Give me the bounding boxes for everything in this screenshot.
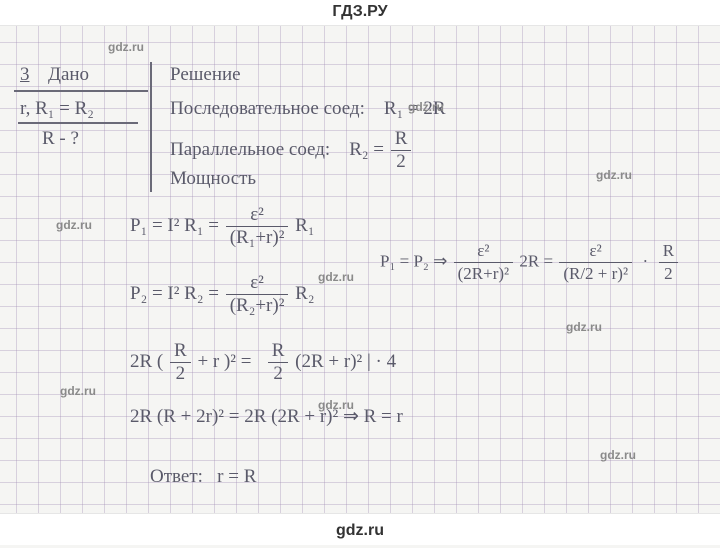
step-a: 2R ( R 2 + r )² = R 2 (2R + r)² | · 4	[130, 340, 396, 385]
solution-label: Решение	[170, 64, 241, 86]
answer-value: r = R	[217, 466, 256, 487]
p2-frac: ε² (R₂+r)²	[226, 272, 289, 317]
given-underline	[14, 90, 148, 92]
parallel-frac: R 2	[391, 128, 412, 173]
problem-number: 3	[20, 64, 30, 86]
given-label: Дано	[48, 64, 89, 86]
parallel-line: Параллельное соед: R₂ = R 2	[170, 128, 413, 173]
step-a-rhs-frac: R 2	[268, 340, 289, 385]
page-footer: gdz.ru	[0, 513, 720, 545]
p2-lhs: P₂ = I² R₂ =	[130, 283, 219, 304]
serial-text: Последовательное соед:	[170, 98, 365, 119]
cond-mid1: 2R =	[519, 251, 553, 270]
cond-frac-2: ε² (R/2 + r)²	[559, 240, 632, 285]
step-b: 2R (R + 2r)² = 2R (2R + r)² ⇒ R = r	[130, 406, 403, 428]
given-line-1: r, R₁ = R₂	[20, 98, 94, 120]
p2-tail: R₂	[295, 283, 314, 304]
parallel-eq-lhs: R₂ =	[349, 139, 384, 160]
given-line-2: R - ?	[42, 128, 79, 150]
given-separator	[18, 122, 138, 124]
parallel-text: Параллельное соед:	[170, 139, 330, 160]
step-a-frac: R 2	[170, 340, 191, 385]
given-divider	[150, 62, 152, 192]
cond-tail-frac: R 2	[659, 240, 678, 285]
p1-formula: P₁ = I² R₁ = ε² (R₁+r)² R₁	[130, 204, 314, 249]
step-a-mid: + r )² =	[197, 351, 251, 372]
cond-lhs: P₁ = P₂ ⇒	[380, 251, 447, 270]
p2-formula: P₂ = I² R₂ = ε² (R₂+r)² R₂	[130, 272, 314, 317]
condition-line: P₁ = P₂ ⇒ ε² (2R+r)² 2R = ε² (R/2 + r)² …	[380, 240, 680, 285]
serial-eq: R₁ = 2R	[384, 98, 446, 119]
p1-lhs: P₁ = I² R₁ =	[130, 215, 219, 236]
answer-line: Ответ: r = R	[150, 466, 256, 488]
header-text: ГДЗ.РУ	[332, 3, 387, 20]
p1-tail: R₁	[295, 215, 314, 236]
step-a-pre: 2R (	[130, 351, 163, 372]
serial-line: Последовательное соед: R₁ = 2R	[170, 98, 446, 120]
cond-frac-1: ε² (2R+r)²	[454, 240, 514, 285]
p1-frac: ε² (R₁+r)²	[226, 204, 289, 249]
answer-label: Ответ:	[150, 466, 203, 487]
step-a-rhs-tail: (2R + r)² | · 4	[295, 351, 396, 372]
power-label: Мощность	[170, 168, 256, 190]
footer-text: gdz.ru	[336, 522, 384, 539]
page-header: ГДЗ.РУ	[0, 0, 720, 26]
